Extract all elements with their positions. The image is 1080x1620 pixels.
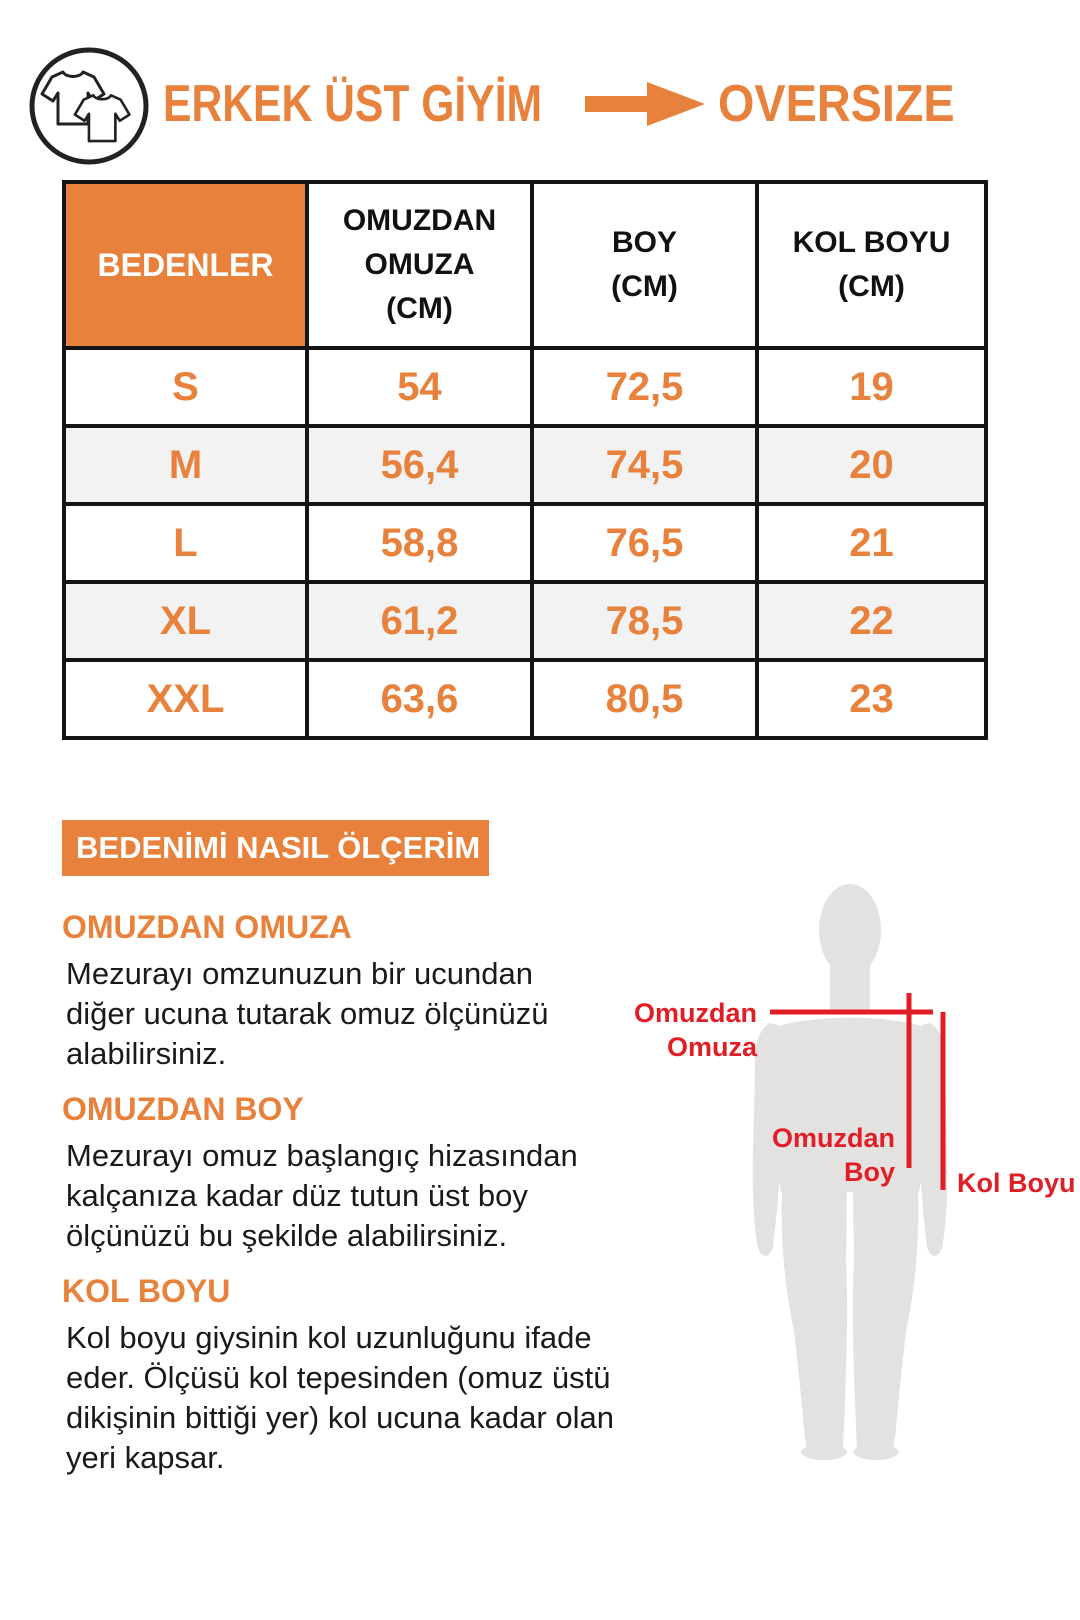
table-row: S 54 72,5 19 [62, 346, 988, 428]
shoulder-cell: 54 [305, 346, 534, 428]
page-title: ERKEK ÜST GİYİM [163, 75, 543, 133]
length-label: Boy [844, 1157, 895, 1187]
sleeve-label: Kol Boyu [957, 1168, 1076, 1198]
measurement-lines [770, 993, 946, 1190]
col-header-kol-boyu: KOL BOYU (CM) [755, 180, 988, 350]
sleeve-cell: 21 [755, 502, 988, 584]
measurement-labels: Omuzdan Omuza Omuzdan Boy Kol Boyu [634, 998, 1076, 1198]
measure-guide: BEDENİMİ NASIL ÖLÇERİM OMUZDAN OMUZA Mez… [62, 820, 642, 1478]
length-cell: 80,5 [530, 658, 759, 740]
table-row: M 56,4 74,5 20 [62, 424, 988, 506]
table-header-row: BEDENLER OMUZDAN OMUZA (CM) BOY (CM) KOL… [62, 180, 988, 350]
length-label: Omuzdan [772, 1123, 895, 1153]
sleeve-cell: 19 [755, 346, 988, 428]
section-heading-omuzdan-boy: OMUZDAN BOY [62, 1091, 304, 1127]
section-body: Kol boyu giysinin kol uzunluğunu ifade e… [66, 1320, 614, 1475]
length-cell: 78,5 [530, 580, 759, 662]
shoulder-cell: 63,6 [305, 658, 534, 740]
table-row: L 58,8 76,5 21 [62, 502, 988, 584]
col-header-omuzdan-omuza: OMUZDAN OMUZA (CM) [305, 180, 534, 350]
section-body: Mezurayı omuz başlangıç hizasından kalça… [66, 1138, 578, 1253]
sleeve-cell: 20 [755, 424, 988, 506]
body-measurement-diagram: Omuzdan Omuza Omuzdan Boy Kol Boyu [634, 884, 1076, 1460]
table-row: XXL 63,6 80,5 23 [62, 658, 988, 740]
body-silhouette [752, 884, 948, 1460]
size-cell: XXL [62, 658, 309, 740]
shoulder-cell: 61,2 [305, 580, 534, 662]
size-cell: L [62, 502, 309, 584]
length-cell: 76,5 [530, 502, 759, 584]
section-heading-omuzdan-omuza: OMUZDAN OMUZA [62, 909, 352, 945]
shoulder-label: Omuza [667, 1032, 758, 1062]
arrow-right-icon [585, 82, 705, 126]
category-title: OVERSIZE [718, 75, 955, 133]
sleeve-cell: 23 [755, 658, 988, 740]
table-row: XL 61,2 78,5 22 [62, 580, 988, 662]
size-table: BEDENLER OMUZDAN OMUZA (CM) BOY (CM) KOL… [62, 180, 988, 740]
section-heading-kol-boyu: KOL BOYU [62, 1273, 231, 1309]
size-cell: XL [62, 580, 309, 662]
shoulder-cell: 58,8 [305, 502, 534, 584]
length-cell: 74,5 [530, 424, 759, 506]
sleeve-cell: 22 [755, 580, 988, 662]
length-cell: 72,5 [530, 346, 759, 428]
col-header-boy: BOY (CM) [530, 180, 759, 350]
guide-banner: BEDENİMİ NASIL ÖLÇERİM [62, 820, 489, 876]
size-cell: S [62, 346, 309, 428]
col-header-bedenler: BEDENLER [62, 180, 309, 350]
tshirts-icon [29, 47, 149, 165]
section-body: Mezurayı omzunuzun bir ucundan diğer ucu… [66, 956, 549, 1071]
guide-banner-label: BEDENİMİ NASIL ÖLÇERİM [76, 830, 481, 865]
shoulder-label: Omuzdan [634, 998, 757, 1028]
shoulder-cell: 56,4 [305, 424, 534, 506]
size-cell: M [62, 424, 309, 506]
